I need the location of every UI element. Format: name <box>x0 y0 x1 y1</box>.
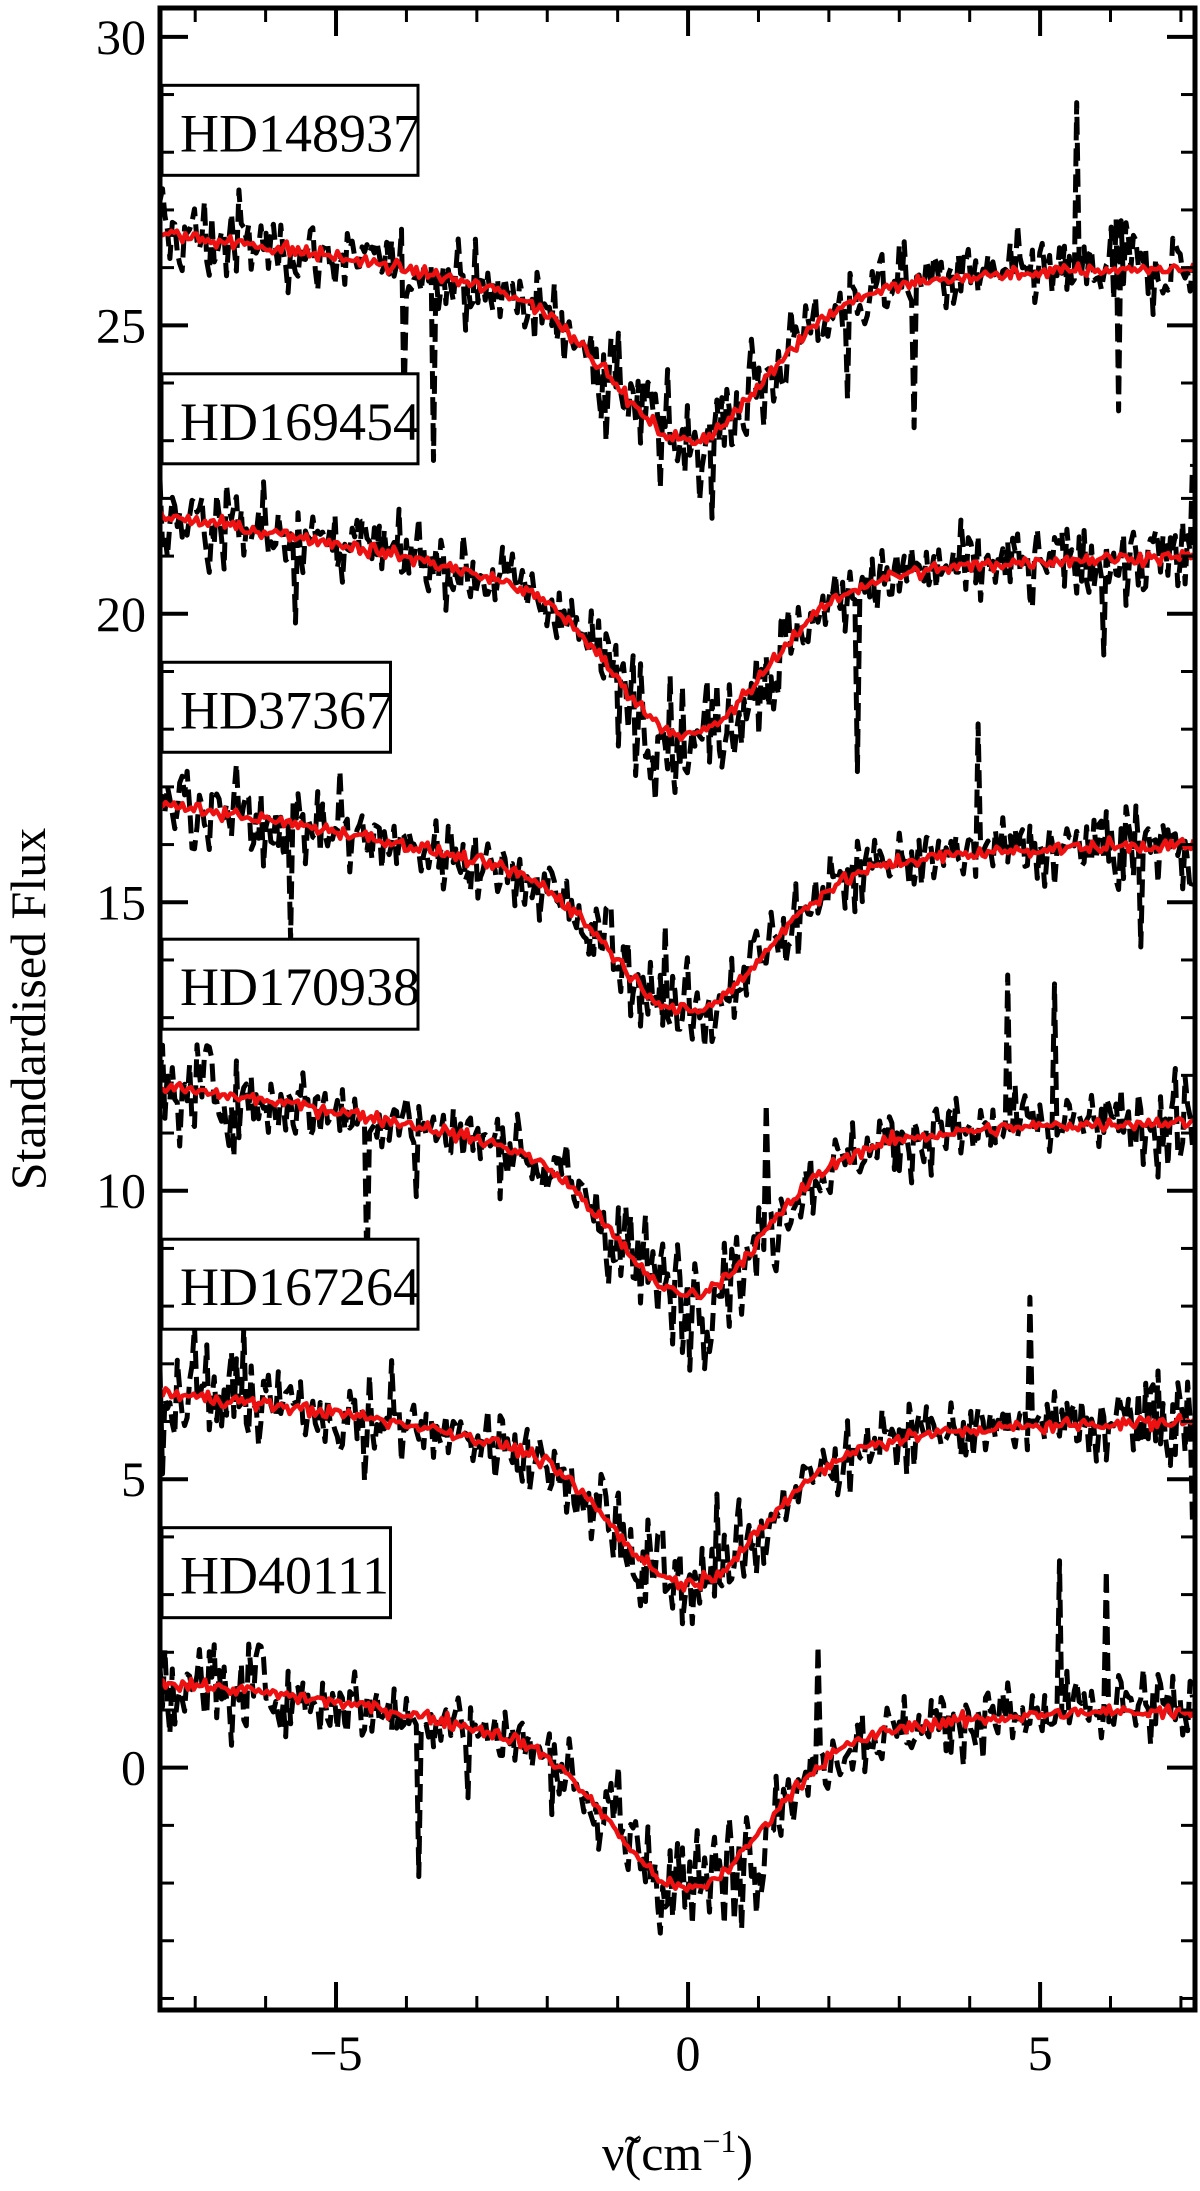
star-label: HD170938 <box>180 957 420 1017</box>
star-label: HD169454 <box>180 392 420 452</box>
y-tick-label: 25 <box>96 297 146 353</box>
star-label: HD167264 <box>180 1257 420 1317</box>
model-spectrum-HD40111 <box>160 1676 1195 1893</box>
star-label: HD148937 <box>180 103 420 163</box>
model-spectrum-HD170938 <box>160 1080 1195 1301</box>
y-tick-label: 5 <box>121 1451 146 1507</box>
observed-spectrum-HD148937 <box>160 100 1195 521</box>
star-label-box <box>160 1237 420 1331</box>
observed-spectrum-HD170938 <box>160 972 1195 1373</box>
star-label: HD40111 <box>180 1546 389 1606</box>
axes-layer: −5 0 5 0 5 10 15 20 25 30 Standardised Flux ν̃(cm−1… <box>0 5 1198 2181</box>
star-label-box <box>160 660 392 754</box>
y-tick-label: 30 <box>96 9 146 65</box>
model-spectrum-HD167264 <box>160 1386 1195 1593</box>
observed-spectrum-HD167264 <box>160 1294 1195 1627</box>
x-tick-label: 5 <box>1028 2025 1053 2081</box>
model-spectrum-HD148937 <box>160 228 1195 447</box>
y-tick-label: 15 <box>96 874 146 930</box>
plot-frame <box>157 5 1198 2013</box>
star-label-box <box>160 372 420 466</box>
y-tick-label: 0 <box>121 1740 146 1796</box>
star-label: HD37367 <box>180 680 393 740</box>
model-spectrum-HD169454 <box>160 509 1195 742</box>
star-labels-layer: HD148937 HD169454 HD37367 HD170938 HD167264 H… <box>160 83 420 1620</box>
model-spectrum-HD37367 <box>160 799 1195 1016</box>
x-tick-label: −5 <box>309 2025 362 2081</box>
y-tick-label: 20 <box>96 586 146 642</box>
star-label-box <box>160 937 420 1031</box>
x-tick-label: 0 <box>676 2025 701 2081</box>
observed-spectrum-HD37367 <box>160 721 1195 1050</box>
y-tick-label: 10 <box>96 1163 146 1219</box>
curves-layer <box>160 100 1195 1936</box>
x-axis-title: ν̃(cm−1) <box>602 2123 753 2181</box>
y-axis-title: Standardised Flux <box>0 828 56 1190</box>
